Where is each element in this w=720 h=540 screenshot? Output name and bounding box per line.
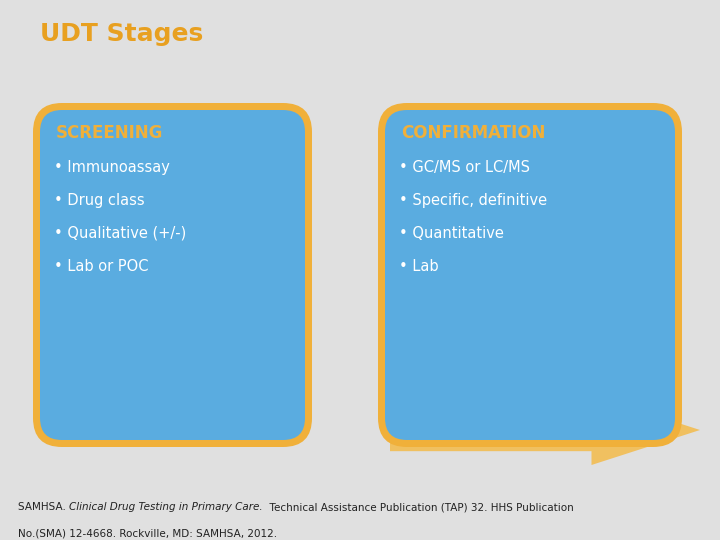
Text: • Drug class: • Drug class: [54, 193, 145, 208]
FancyBboxPatch shape: [385, 110, 675, 440]
Text: SCREENING: SCREENING: [56, 124, 163, 142]
FancyBboxPatch shape: [33, 103, 312, 447]
Text: SAMHSA.: SAMHSA.: [18, 502, 69, 512]
Text: • Specific, definitive: • Specific, definitive: [399, 193, 547, 208]
Text: Technical Assistance Publication (TAP) 32. HHS Publication: Technical Assistance Publication (TAP) 3…: [263, 502, 574, 512]
Text: • Lab or POC: • Lab or POC: [54, 259, 148, 274]
Text: UDT Stages: UDT Stages: [40, 22, 203, 46]
Polygon shape: [390, 395, 700, 465]
FancyBboxPatch shape: [40, 110, 305, 440]
Text: CONFIRMATION: CONFIRMATION: [401, 124, 545, 142]
Text: • Lab: • Lab: [399, 259, 438, 274]
Text: • GC/MS or LC/MS: • GC/MS or LC/MS: [399, 160, 530, 175]
Text: • Immunoassay: • Immunoassay: [54, 160, 170, 175]
Text: • Qualitative (+/-): • Qualitative (+/-): [54, 226, 186, 241]
Text: • Quantitative: • Quantitative: [399, 226, 504, 241]
Text: Clinical Drug Testing in Primary Care.: Clinical Drug Testing in Primary Care.: [69, 502, 263, 512]
Text: No.(SMA) 12-4668. Rockville, MD: SAMHSA, 2012.: No.(SMA) 12-4668. Rockville, MD: SAMHSA,…: [18, 528, 277, 538]
FancyBboxPatch shape: [378, 103, 682, 447]
